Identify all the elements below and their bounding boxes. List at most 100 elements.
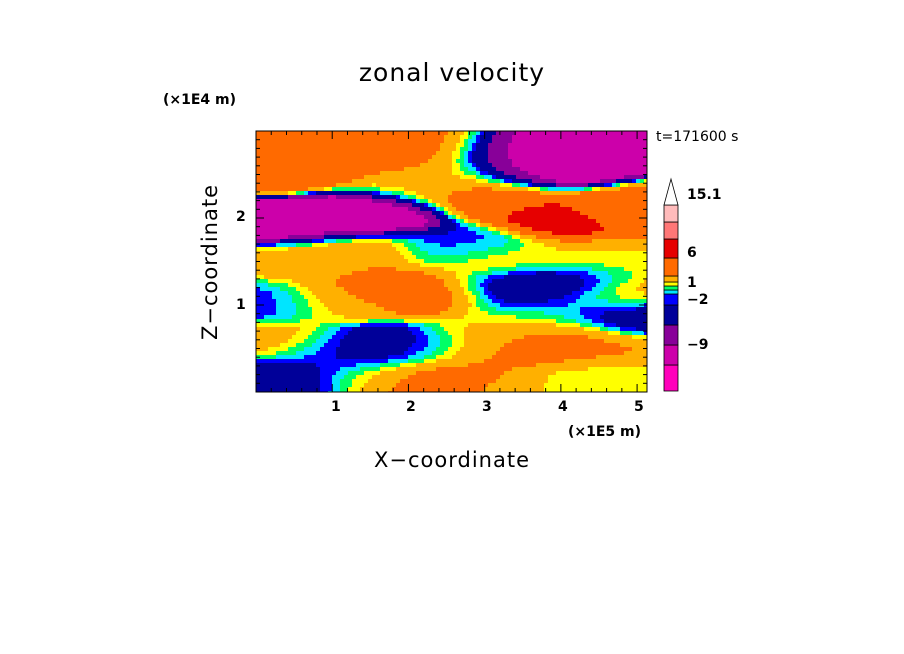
field-cell: [500, 215, 505, 220]
field-cell: [632, 247, 637, 252]
field-cell: [348, 155, 353, 160]
field-cell: [596, 163, 601, 168]
field-cell: [416, 139, 421, 144]
field-cell: [644, 327, 647, 332]
field-cell: [368, 211, 373, 216]
field-cell: [548, 175, 553, 180]
field-cell: [364, 171, 369, 176]
field-cell: [476, 291, 481, 296]
field-cell: [644, 147, 647, 152]
field-cell: [592, 179, 597, 184]
field-cell: [516, 239, 521, 244]
field-cell: [424, 283, 429, 288]
field-cell: [356, 263, 361, 268]
field-cell: [448, 171, 453, 176]
field-cell: [508, 243, 513, 248]
field-cell: [420, 239, 425, 244]
field-cell: [644, 151, 647, 156]
field-cell: [452, 203, 457, 208]
field-cell: [580, 227, 585, 232]
field-cell: [300, 183, 305, 188]
field-cell: [640, 171, 645, 176]
field-cell: [428, 175, 433, 180]
field-cell: [572, 143, 577, 148]
field-cell: [356, 215, 361, 220]
field-cell: [620, 203, 625, 208]
field-cell: [472, 267, 477, 272]
field-cell: [528, 179, 533, 184]
field-cell: [464, 151, 469, 156]
field-cell: [608, 279, 613, 284]
field-cell: [628, 159, 633, 164]
field-cell: [540, 163, 545, 168]
field-cell: [404, 235, 409, 240]
field-cell: [316, 267, 321, 272]
field-cell: [384, 183, 389, 188]
field-cell: [352, 279, 357, 284]
field-cell: [452, 187, 457, 192]
field-cell: [424, 287, 429, 292]
field-cell: [512, 255, 517, 260]
field-cell: [316, 223, 321, 228]
field-cell: [404, 307, 409, 312]
field-cell: [384, 243, 389, 248]
field-cell: [636, 299, 641, 304]
field-cell: [540, 231, 545, 236]
field-cell: [636, 275, 641, 280]
field-cell: [396, 315, 401, 320]
field-cell: [636, 215, 641, 220]
field-cell: [360, 307, 365, 312]
field-cell: [556, 283, 561, 288]
field-cell: [304, 199, 309, 204]
field-cell: [312, 327, 317, 332]
field-cell: [440, 319, 445, 324]
field-cell: [460, 195, 465, 200]
field-cell: [376, 163, 381, 168]
field-cell: [468, 331, 473, 336]
field-cell: [644, 211, 647, 216]
field-cell: [452, 279, 457, 284]
field-cell: [380, 131, 385, 136]
field-cell: [328, 263, 333, 268]
field-cell: [404, 295, 409, 300]
field-cell: [476, 251, 481, 256]
field-cell: [584, 171, 589, 176]
field-cell: [488, 231, 493, 236]
field-cell: [320, 307, 325, 312]
field-cell: [580, 259, 585, 264]
field-cell: [364, 243, 369, 248]
field-cell: [388, 139, 393, 144]
field-cell: [576, 159, 581, 164]
field-cell: [532, 223, 537, 228]
field-cell: [372, 179, 377, 184]
field-cell: [392, 235, 397, 240]
field-cell: [344, 267, 349, 272]
field-cell: [376, 207, 381, 212]
field-cell: [480, 235, 485, 240]
field-cell: [416, 291, 421, 296]
field-cell: [416, 275, 421, 280]
field-cell: [312, 191, 317, 196]
field-cell: [620, 283, 625, 288]
field-cell: [476, 271, 481, 276]
field-cell: [400, 203, 405, 208]
field-cell: [516, 331, 521, 336]
field-cell: [308, 179, 313, 184]
field-cell: [472, 255, 477, 260]
field-cell: [508, 263, 513, 268]
field-cell: [520, 239, 525, 244]
field-cell: [428, 223, 433, 228]
field-cell: [504, 139, 509, 144]
field-cell: [624, 207, 629, 212]
field-cell: [644, 223, 647, 228]
field-cell: [440, 303, 445, 308]
field-cell: [340, 243, 345, 248]
field-cell: [572, 139, 577, 144]
field-cell: [596, 279, 601, 284]
field-cell: [364, 135, 369, 140]
field-cell: [520, 151, 525, 156]
field-cell: [644, 287, 647, 292]
field-cell: [284, 159, 289, 164]
field-cell: [268, 311, 273, 316]
field-cell: [576, 311, 581, 316]
